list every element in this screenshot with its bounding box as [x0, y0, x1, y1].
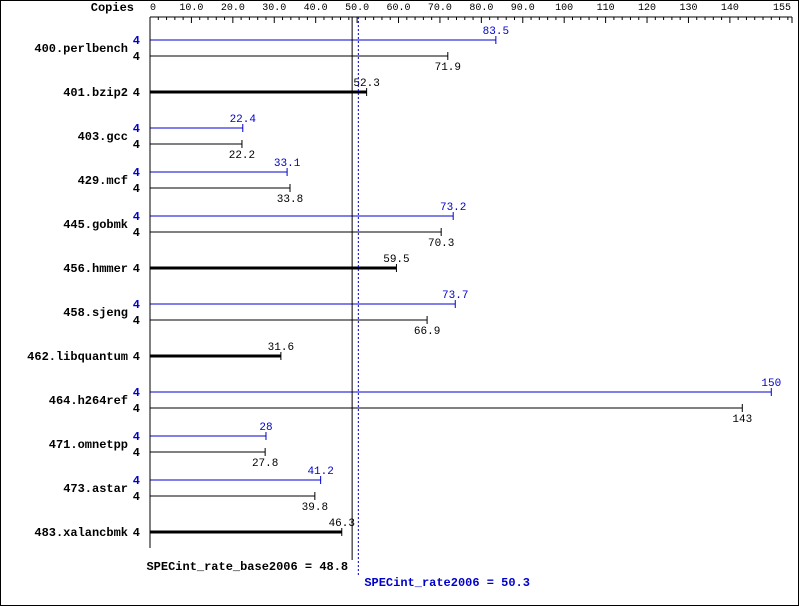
copies-peak: 4: [133, 122, 140, 136]
benchmark-name: 456.hmmer: [63, 262, 128, 276]
copies-peak: 4: [133, 298, 140, 312]
benchmark-name: 473.astar: [63, 482, 128, 496]
copies-peak: 4: [133, 386, 140, 400]
axis-tick-label: 40.0: [304, 3, 328, 14]
copies-base: 4: [133, 86, 140, 100]
benchmark-name: 401.bzip2: [63, 86, 128, 100]
benchmark-name: 483.xalancbmk: [34, 526, 128, 540]
axis-tick-label: 70.0: [428, 3, 452, 14]
axis-tick-label: 10.0: [179, 3, 203, 14]
peak-value: 150: [761, 378, 781, 390]
peak-value: 33.1: [274, 158, 301, 170]
copies-base: 4: [133, 402, 140, 416]
axis-tick-label: 20.0: [221, 3, 245, 14]
peak-value: 28: [259, 422, 272, 434]
base-value: 71.9: [435, 62, 461, 74]
base-score-label: SPECint_rate_base2006 = 48.8: [146, 560, 348, 574]
axis-tick-label: 30.0: [262, 3, 286, 14]
benchmark-name: 429.mcf: [78, 174, 128, 188]
peak-value: 41.2: [307, 466, 333, 478]
benchmark-name: 400.perlbench: [34, 42, 128, 56]
copies-peak: 4: [133, 34, 140, 48]
base-value: 143: [732, 414, 752, 426]
base-value: 52.3: [353, 78, 379, 90]
axis-tick-label: 90.0: [511, 3, 535, 14]
peak-value: 83.5: [483, 26, 509, 38]
benchmark-name: 403.gcc: [78, 130, 128, 144]
benchmark-name: 458.sjeng: [63, 306, 128, 320]
peak-value: 22.4: [230, 114, 257, 126]
benchmark-name: 462.libquantum: [27, 350, 128, 364]
base-value: 70.3: [428, 238, 454, 250]
base-value: 46.3: [329, 518, 355, 530]
peak-value: 73.2: [440, 202, 466, 214]
axis-tick-label: 140: [721, 3, 739, 14]
copies-base: 4: [133, 50, 140, 64]
axis-tick-label: 50.0: [345, 3, 369, 14]
copies-peak: 4: [133, 430, 140, 444]
axis-tick-label: 130: [679, 3, 697, 14]
axis-tick-label: 120: [638, 3, 656, 14]
benchmark-name: 471.omnetpp: [49, 438, 128, 452]
base-value: 66.9: [414, 326, 440, 338]
axis-tick-label: 100: [555, 3, 573, 14]
copies-base: 4: [133, 182, 140, 196]
peak-score-label: SPECint_rate2006 = 50.3: [364, 576, 530, 590]
copies-base: 4: [133, 350, 140, 364]
base-value: 33.8: [277, 194, 303, 206]
copies-base: 4: [133, 314, 140, 328]
benchmark-name: 464.h264ref: [49, 394, 128, 408]
axis-tick-label: 80.0: [469, 3, 493, 14]
copies-peak: 4: [133, 210, 140, 224]
copies-base: 4: [133, 226, 140, 240]
base-value: 59.5: [383, 254, 409, 266]
base-value: 31.6: [268, 342, 294, 354]
base-value: 39.8: [302, 502, 328, 514]
peak-value: 73.7: [442, 290, 468, 302]
copies-base: 4: [133, 262, 140, 276]
axis-tick-label: 60.0: [387, 3, 411, 14]
copies-header: Copies: [91, 1, 134, 15]
copies-peak: 4: [133, 474, 140, 488]
axis-tick-label: 0: [150, 3, 156, 14]
benchmark-name: 445.gobmk: [63, 218, 128, 232]
base-value: 27.8: [252, 458, 278, 470]
axis-tick-label: 155: [773, 3, 791, 14]
copies-base: 4: [133, 490, 140, 504]
base-value: 22.2: [229, 150, 255, 162]
copies-base: 4: [133, 526, 140, 540]
spec-rate-chart: Copies 0 10.0 20.0 30.0 40.0 50.0 60.0 70.0 80.0 9…: [0, 0, 799, 606]
copies-peak: 4: [133, 166, 140, 180]
axis-tick-label: 110: [597, 3, 615, 14]
copies-base: 4: [133, 446, 140, 460]
copies-base: 4: [133, 138, 140, 152]
